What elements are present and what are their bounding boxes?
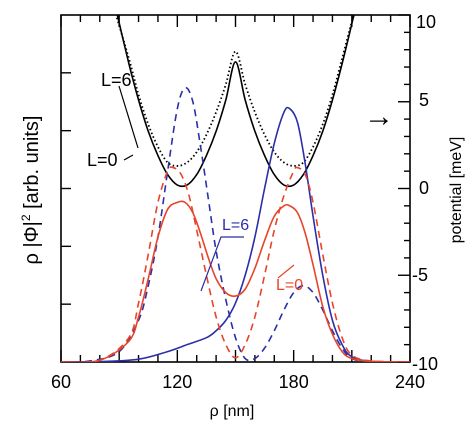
x-tick-label: 120 — [162, 372, 192, 392]
x-tick-label: 60 — [51, 372, 71, 392]
annotation-L0-mid: L=0 — [276, 277, 303, 294]
annotation-leader-L0-top — [123, 154, 134, 161]
annotation-L0-top: L=0 — [87, 150, 118, 170]
right-tick-label: 10 — [416, 12, 436, 32]
annotation-leader-L0-mid — [277, 264, 295, 279]
right-tick-label: -5 — [412, 265, 428, 285]
y-axis-label-right: potential [meV] — [448, 137, 465, 244]
annotation-leader-L6-mid — [200, 236, 244, 292]
right-tick-label: 5 — [419, 90, 429, 110]
right-axis-arrow: → — [364, 100, 394, 133]
right-tick-label: 0 — [419, 178, 429, 198]
density-red-dashed-line — [61, 166, 410, 362]
x-axis-label: ρ [nm] — [210, 403, 255, 420]
y-axis-label-left: ρ |Φ|2 [arb. units] — [19, 116, 43, 265]
annotation-leader-L6-top — [118, 85, 139, 149]
annotation-L6-top: L=6 — [101, 70, 132, 90]
right-tick-label: -10 — [412, 354, 438, 374]
density-blue-dashed-line — [61, 86, 410, 362]
tick-marks — [60, 14, 411, 363]
density-blue-solid-line — [61, 106, 410, 362]
x-tick-label: 180 — [279, 372, 309, 392]
annotation-L6-mid: L=6 — [222, 217, 249, 234]
x-tick-label: 240 — [395, 372, 425, 392]
potential-L6-line — [115, 15, 356, 167]
plot-frame — [60, 14, 411, 363]
series-layer — [61, 15, 410, 362]
density-red-solid-line — [61, 200, 410, 362]
potential-L0-line — [116, 15, 355, 188]
